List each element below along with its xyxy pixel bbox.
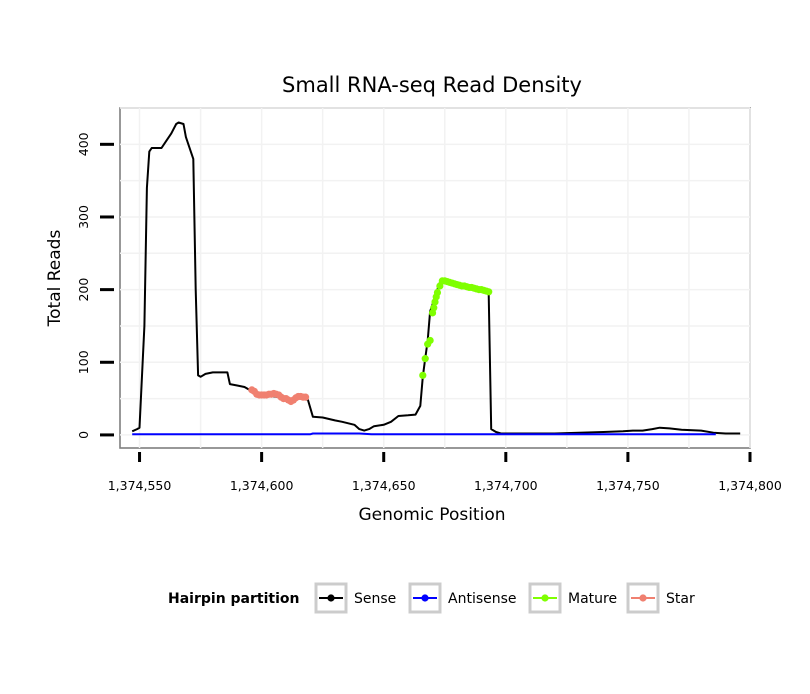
y-tick-label: 0 [76, 431, 91, 439]
legend-key-point [421, 594, 429, 602]
chart-title: Small RNA-seq Read Density [282, 73, 582, 97]
x-tick-label: 1,374,750 [596, 478, 660, 493]
legend-key-point [639, 594, 647, 602]
y-tick-label: 200 [76, 278, 91, 302]
y-tick-label: 400 [76, 132, 91, 156]
legend-item-antisense: Antisense [408, 582, 517, 614]
data-series [131, 121, 741, 436]
legend-item-star: Star [626, 582, 695, 614]
mature-point [421, 355, 429, 363]
y-tick-label: 300 [76, 205, 91, 229]
y-tick-label: 100 [76, 350, 91, 374]
antisense-line [132, 432, 716, 436]
mature-point [419, 371, 427, 379]
legend-label: Sense [354, 591, 396, 607]
legend-key-point [541, 594, 549, 602]
legend-item-mature: Mature [528, 582, 617, 614]
x-tick-label: 1,374,800 [718, 478, 782, 493]
series-mature [419, 277, 493, 379]
star-point [301, 393, 310, 401]
x-tick-label: 1,374,600 [230, 478, 294, 493]
mature-point [426, 336, 434, 345]
legend-label: Mature [568, 591, 617, 607]
x-tick-label: 1,374,550 [108, 478, 172, 493]
legend-key-point [327, 594, 335, 602]
mature-point [433, 288, 442, 297]
legend-label: Antisense [448, 591, 517, 607]
x-tick-label: 1,374,650 [352, 478, 416, 493]
legend-title: Hairpin partition [168, 591, 299, 607]
series-star [248, 386, 310, 406]
series-antisense [132, 432, 716, 436]
legend-label: Star [666, 591, 695, 607]
x-tick-label: 1,374,700 [474, 478, 538, 493]
y-axis-label: Total Reads [45, 230, 65, 328]
legend-item-sense: Sense [314, 582, 396, 614]
mature-point [485, 288, 493, 296]
axis-ticks: 1,374,550 1,374,600 1,374,650 1,374,700 1,37… [76, 132, 782, 493]
x-axis-label: Genomic Position [358, 505, 505, 525]
legend: Hairpin partition Sense Antisense Mature St… [168, 582, 695, 614]
plot-background [119, 107, 751, 449]
mature-point [430, 304, 438, 312]
